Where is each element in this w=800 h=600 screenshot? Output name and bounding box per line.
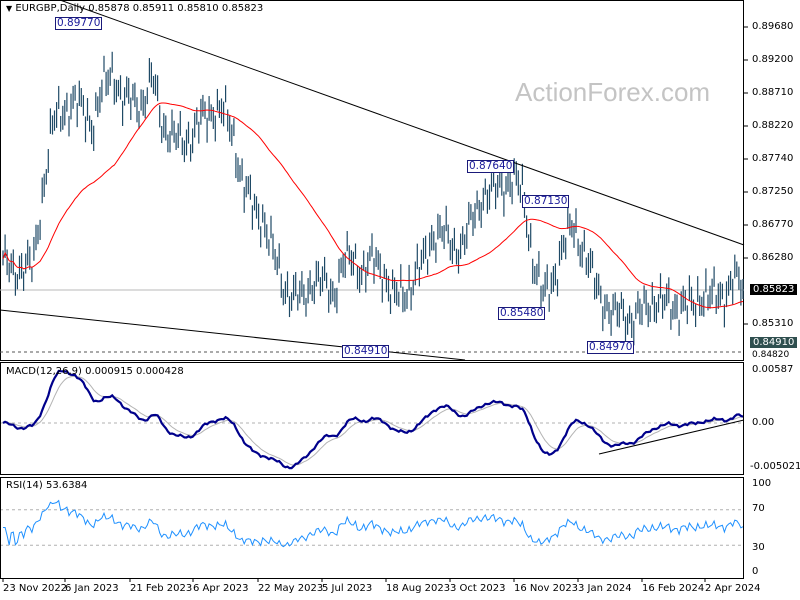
- annotation-high-oct: 0.87640: [467, 160, 515, 173]
- y-tick-label: 0.87250: [752, 186, 794, 197]
- dropdown-triangle-icon[interactable]: ▼: [6, 4, 13, 13]
- x-tick-label: 16 Feb 2024: [642, 583, 705, 594]
- x-tick-label: 22 May 2023: [258, 583, 324, 594]
- y-tick-label: 0.88710: [752, 87, 794, 98]
- y-tick-label: 0.88220: [752, 120, 794, 131]
- annotation-high: 0.89770: [55, 17, 103, 30]
- x-tick-label: 16 Nov 2023: [514, 583, 579, 594]
- x-tick-label: 21 Feb 2023: [130, 583, 193, 594]
- macd-tick: 0.00: [752, 417, 775, 428]
- x-tick-label: 5 Jul 2023: [322, 583, 373, 594]
- rsi-line: [3, 499, 744, 548]
- annotation-low-jan: 0.84970: [587, 341, 635, 354]
- rsi-label: RSI(14) 53.6384: [6, 480, 88, 491]
- macd-tick: 0.00587: [752, 364, 794, 375]
- x-tick-label: 6 Jan 2023: [65, 583, 119, 594]
- y-tick-label: 0.84820: [752, 350, 790, 360]
- annotation-low-nov: 0.85480: [498, 307, 546, 320]
- moving-average-line: [2, 102, 744, 309]
- upper-trendline: [59, 0, 745, 246]
- x-tick-label: 18 Aug 2023: [386, 583, 451, 594]
- rsi-tick: 100: [752, 478, 772, 489]
- macd-panel[interactable]: [0, 362, 744, 475]
- support-price-label: 0.84910: [750, 337, 798, 348]
- rsi-panel[interactable]: [0, 477, 744, 579]
- macd-tick: -0.005021: [750, 461, 800, 472]
- x-tick-label: 3 Oct 2023: [450, 583, 506, 594]
- macd-trendline: [598, 419, 745, 455]
- rsi-tick: 70: [752, 503, 765, 514]
- x-tick-label: 23 Nov 2022: [3, 583, 68, 594]
- x-tick-label: 2 Apr 2024: [705, 583, 761, 594]
- annotation-high-dec: 0.87130: [522, 195, 570, 208]
- annotation-low-aug: 0.84910: [342, 345, 390, 358]
- x-tick-label: 6 Apr 2023: [193, 583, 249, 594]
- y-tick-label: 0.87740: [752, 153, 794, 164]
- y-tick-label: 0.86280: [752, 252, 794, 263]
- y-tick-label: 0.86770: [752, 219, 794, 230]
- rsi-tick: 0: [752, 566, 759, 577]
- y-tick-label: 0.89680: [752, 21, 794, 32]
- y-tick-label: 0.85310: [752, 318, 794, 329]
- x-tick-label: 3 Jan 2024: [578, 583, 632, 594]
- y-tick-label: 0.89200: [752, 54, 794, 65]
- macd-line: [2, 369, 744, 470]
- rsi-tick: 30: [752, 542, 765, 553]
- price-panel[interactable]: [0, 0, 744, 361]
- symbol-header: ▼ EURGBP,Daily 0.85878 0.85911 0.85810 0…: [6, 3, 263, 15]
- macd-signal-line: [2, 375, 744, 466]
- macd-label: MACD(12,26,9) 0.000915 0.000428: [6, 366, 184, 377]
- symbol-info: EURGBP,Daily 0.85878 0.85911 0.85810 0.8…: [15, 3, 264, 14]
- watermark: ActionForex.com: [515, 77, 711, 107]
- lower-trendline: [0, 309, 466, 361]
- current-price-label: 0.85823: [750, 284, 798, 295]
